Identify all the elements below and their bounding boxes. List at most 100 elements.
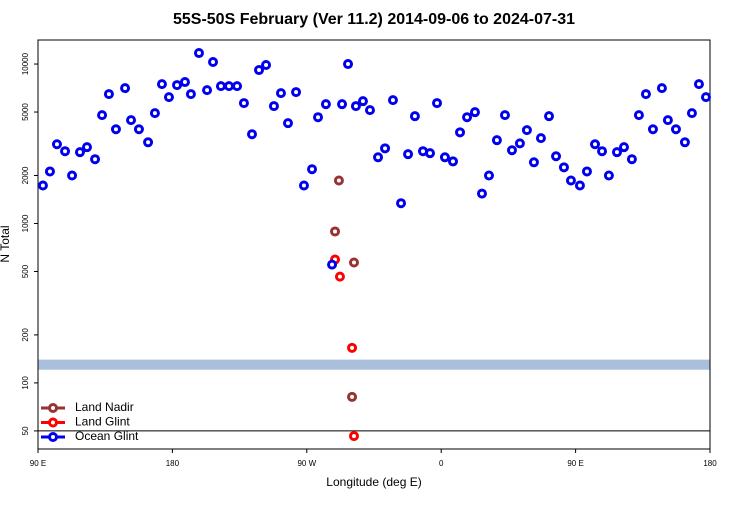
point — [202, 85, 213, 96]
y-axis-label: N Total — [0, 225, 12, 262]
point — [133, 124, 144, 135]
chart-title: 55S-50S February (Ver 11.2) 2014-09-06 t… — [173, 11, 575, 28]
point — [185, 89, 196, 100]
legend-marker — [48, 417, 58, 428]
point — [37, 180, 48, 191]
point — [163, 92, 174, 103]
point — [506, 145, 517, 156]
point — [275, 88, 286, 99]
point — [156, 79, 167, 90]
point — [387, 95, 398, 106]
point — [626, 154, 637, 165]
point — [126, 115, 137, 126]
y-tick-label: 200 — [21, 328, 30, 342]
point — [261, 60, 272, 71]
point — [143, 137, 154, 148]
point — [633, 110, 644, 121]
point — [618, 142, 629, 153]
point — [686, 108, 697, 119]
point — [347, 342, 358, 353]
point — [320, 99, 331, 110]
point — [432, 98, 443, 109]
legend-marker — [48, 403, 58, 413]
point — [462, 112, 473, 123]
point — [403, 149, 414, 160]
point — [373, 152, 384, 163]
point — [327, 259, 338, 270]
point — [447, 156, 458, 167]
point — [409, 111, 420, 122]
point — [337, 99, 348, 110]
point — [149, 108, 160, 119]
point — [693, 79, 704, 90]
plot-frame — [37, 39, 711, 450]
point — [81, 142, 92, 153]
legend-marker — [48, 432, 58, 442]
x-tick-label: 0 — [439, 459, 444, 468]
point — [491, 135, 502, 146]
point — [483, 170, 494, 181]
point — [425, 148, 435, 159]
point — [670, 124, 681, 135]
point — [357, 96, 368, 107]
point — [647, 124, 658, 135]
legend-label: Ocean Glint — [75, 429, 139, 443]
point — [476, 188, 487, 199]
point — [246, 129, 257, 140]
legend-label: Land Glint — [75, 415, 130, 429]
x-tick-label: 90 E — [567, 459, 583, 468]
x-tick-label: 180 — [166, 459, 180, 468]
point — [307, 164, 318, 175]
point — [603, 170, 614, 181]
point — [544, 111, 555, 122]
point — [455, 127, 466, 138]
y-tick-label: 2000 — [21, 166, 30, 184]
y-tick-label: 50 — [21, 426, 30, 435]
point — [565, 175, 576, 186]
point — [193, 48, 204, 59]
point — [97, 110, 108, 121]
point — [439, 152, 450, 163]
point — [334, 271, 345, 282]
point — [597, 146, 608, 157]
y-tick-label: 5000 — [21, 103, 30, 121]
point — [208, 56, 219, 67]
point — [364, 105, 375, 116]
point — [110, 124, 121, 135]
point — [662, 115, 673, 126]
y-tick-label: 100 — [21, 376, 30, 390]
point — [90, 154, 101, 165]
shaded-band — [38, 359, 710, 370]
point — [521, 125, 532, 136]
point — [535, 133, 546, 144]
point — [298, 180, 309, 191]
point — [268, 101, 279, 112]
point — [380, 143, 391, 154]
point — [313, 112, 323, 123]
point — [581, 166, 592, 177]
point — [499, 110, 510, 121]
point — [551, 151, 562, 162]
point — [330, 226, 341, 237]
point — [700, 92, 711, 103]
x-axis-label: Longitude (deg E) — [326, 475, 421, 489]
point — [51, 139, 62, 150]
point — [558, 162, 569, 173]
y-tick-label: 1000 — [21, 214, 30, 232]
y-tick-label: 10000 — [21, 52, 30, 75]
x-tick-label: 90 E — [30, 459, 46, 468]
point — [469, 107, 480, 118]
y-tick-label: 500 — [21, 264, 30, 278]
point — [350, 101, 361, 112]
point — [282, 118, 293, 129]
point — [291, 87, 302, 98]
point — [348, 257, 359, 268]
point — [333, 175, 344, 186]
point — [120, 83, 131, 94]
point — [590, 139, 601, 150]
point — [656, 83, 667, 94]
point — [232, 81, 243, 92]
point — [347, 391, 358, 402]
point — [238, 98, 249, 109]
